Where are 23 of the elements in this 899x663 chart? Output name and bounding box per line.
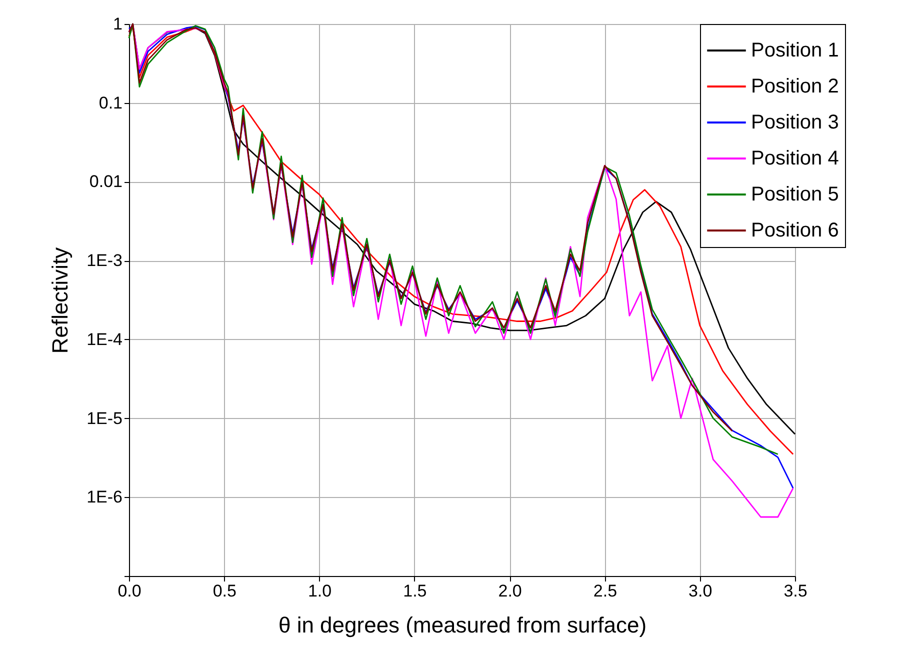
y-tick-label: 1E-5: [86, 408, 122, 428]
x-tick-label: 1.0: [308, 582, 332, 600]
y-tick-label: 0.01: [89, 172, 122, 192]
y-tick-label: 1E-6: [86, 488, 122, 507]
y-tick-label: 1: [113, 14, 122, 34]
x-tick-label: 3.5: [784, 582, 808, 600]
y-axis-title: Reflectivity: [48, 247, 73, 354]
x-tick-label: 1.5: [403, 582, 427, 600]
y-tick-label: 0.1: [98, 93, 122, 112]
y-tick-label: 1E-4: [86, 330, 122, 349]
legend-label: Position 1: [751, 40, 839, 62]
x-tick-label: 2.5: [593, 582, 618, 600]
legend-label: Position 3: [751, 112, 839, 134]
legend-label: Position 6: [751, 220, 839, 242]
legend-label: Position 5: [751, 184, 839, 206]
x-tick-label: 0.5: [212, 582, 236, 600]
legend-label: Position 4: [751, 148, 839, 170]
x-tick-label: 3.0: [688, 582, 712, 600]
x-tick-label: 2.0: [498, 582, 522, 600]
y-tick-label: 1E-3: [86, 251, 122, 270]
x-tick-label: 0.0: [118, 582, 142, 600]
legend-label: Position 2: [751, 76, 839, 98]
x-axis-title: θ in degrees (measured from surface): [278, 612, 647, 638]
